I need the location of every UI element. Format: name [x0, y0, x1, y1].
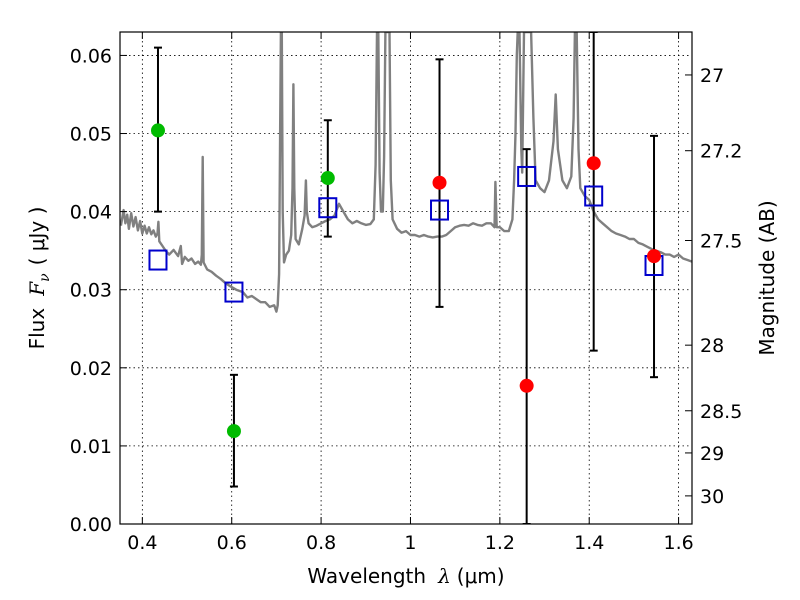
- x-tick-label: 1.6: [663, 532, 693, 554]
- model-square-marker: [318, 197, 338, 219]
- y2-axis-title: Magnitude (AB): [755, 200, 779, 355]
- red-data-point: [647, 249, 662, 264]
- model-square-marker: [430, 199, 450, 221]
- y-tick-label: 0.00: [70, 514, 112, 536]
- y-tick-label: 0.02: [70, 358, 112, 380]
- x-tick-label: 1.2: [485, 532, 515, 554]
- markers: [148, 123, 664, 439]
- x-tick-label: 0.4: [127, 532, 157, 554]
- y2-tick-label: 28.5: [700, 401, 742, 423]
- y-axis-title-unit: ( μJy ): [25, 207, 49, 266]
- plot-area: [120, 32, 692, 524]
- model-square-marker: [517, 165, 537, 187]
- model-square-marker: [224, 281, 244, 303]
- spectrum-line: [120, 32, 692, 313]
- x-axis-title: Wavelength λ (μm): [307, 564, 504, 588]
- y-tick-label: 0.05: [70, 124, 112, 146]
- x-axis-title-unit: (μm): [457, 564, 505, 588]
- y-tick-label: 0.06: [70, 45, 112, 67]
- y2-tick-label: 28: [700, 335, 724, 357]
- x-tick-label: 1: [404, 532, 416, 554]
- model-square-marker: [148, 249, 168, 271]
- red-data-point: [586, 156, 601, 171]
- y2-tick-label: 27.2: [700, 141, 742, 163]
- y2-tick-label: 30: [700, 486, 724, 508]
- y-tick-label: 0.01: [70, 436, 112, 458]
- x-axis-title-text: Wavelength: [307, 564, 426, 588]
- ticks: 0.4 0.6 0.8 1 1.2 1.4 1.6 0.00 0.01 0.02 0.03 0.04 0…: [70, 32, 742, 554]
- y-axis-title-symbol: F: [25, 281, 49, 297]
- y-axis-title: Flux Fν ( μJy ): [25, 207, 53, 350]
- green-data-point: [150, 123, 165, 138]
- green-data-point: [226, 424, 241, 439]
- y-axis-title-text: Flux: [25, 308, 49, 350]
- x-axis-title-symbol: λ: [437, 564, 451, 588]
- plot-frame: [119, 31, 693, 525]
- x-tick-label: 1.4: [574, 532, 604, 554]
- plot-background: [120, 32, 692, 524]
- y-tick-label: 0.04: [70, 202, 112, 224]
- green-data-point: [320, 171, 335, 186]
- red-data-point: [519, 378, 534, 393]
- y2-tick-label: 29: [700, 443, 724, 465]
- grid: [120, 32, 692, 524]
- model-square-marker: [584, 185, 604, 207]
- y2-tick-label: 27: [700, 65, 724, 87]
- x-tick-label: 0.6: [217, 532, 247, 554]
- y2-tick-label: 27.5: [700, 231, 742, 253]
- x-tick-label: 0.8: [306, 532, 336, 554]
- red-data-point: [432, 175, 447, 190]
- y-tick-label: 0.03: [70, 280, 112, 302]
- y-axis-title-subscript: ν: [37, 273, 53, 282]
